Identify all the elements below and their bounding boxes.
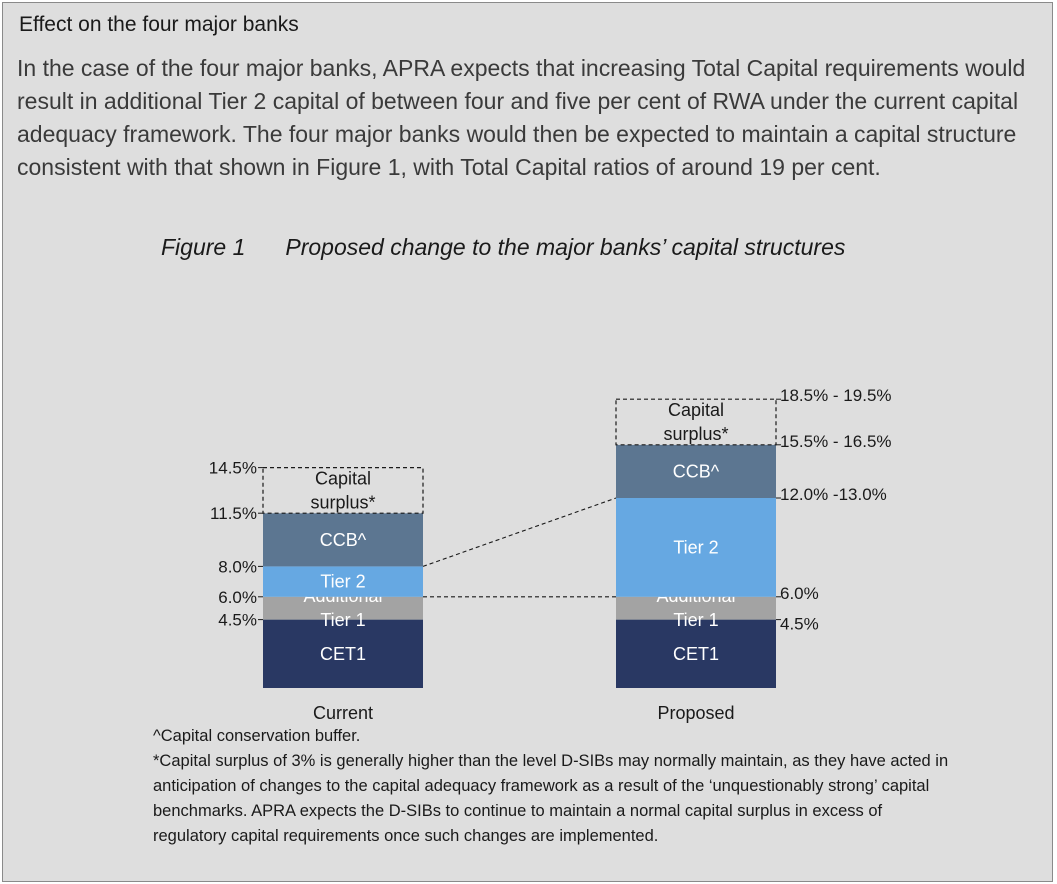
bar-proposed-additional-tier-1 [616,596,776,620]
right-tick-15-5-16-5: 15.5% - 16.5% [780,432,892,451]
left-tick-6-0: 6.0% [218,588,257,607]
bar-proposed-capital-surplus [615,398,777,446]
x-tick-proposed: Proposed [657,703,734,723]
bar-current-cet1-label: CET1 [320,644,366,664]
x-tick-current: Current [313,703,373,723]
footnote-ccb: ^Capital conservation buffer. [153,727,361,745]
section-heading: Effect on the four major banks [19,13,299,36]
footnote-surplus: *Capital surplus of 3% is generally high… [153,752,949,845]
bar-proposed-additional-tier-1-label: Tier 1 [673,610,718,630]
bar-current-additional-tier-1 [263,596,423,620]
bar-current-capital-surplus [262,467,424,514]
bar-proposed-cet1 [616,619,776,688]
bar-current-cet1 [263,619,423,688]
right-tick-12-0-13-0: 12.0% -13.0% [780,485,887,504]
bar-proposed-tier-2 [616,498,776,597]
bar-current-capital-surplus-label: surplus* [310,492,375,512]
bar-current-ccb [263,513,423,567]
section-body: In the case of the four major banks, APR… [17,55,1026,180]
bar-current-additional-tier-1-label: Tier 1 [320,610,365,630]
bar-proposed-tier-2-label: Tier 2 [673,537,718,557]
bar-current-ccb-label: CCB^ [320,530,367,550]
connector-line-1 [422,497,617,567]
bar-proposed-ccb [616,444,776,498]
bar-proposed-capital-surplus-label: Capital [668,400,724,420]
right-tick-18-5-19-5: 18.5% - 19.5% [780,386,892,405]
bar-current-capital-surplus-label: Capital [315,468,371,488]
left-tick-4-5: 4.5% [218,611,257,630]
bar-current-tier-2 [263,566,423,597]
bar-proposed-capital-surplus-label: surplus* [663,424,728,444]
left-tick-8-0: 8.0% [218,557,257,576]
figure-label: Figure 1 [161,234,246,260]
left-tick-11-5: 11.5% [210,504,257,523]
bar-proposed-cet1-label: CET1 [673,644,719,664]
bar-proposed-ccb-label: CCB^ [673,461,720,481]
right-tick-4-5: 4.5% [780,615,819,634]
left-tick-14-5: 14.5% [209,459,257,478]
right-tick-6-0: 6.0% [780,584,819,603]
figure-title: Proposed change to the major banks’ capi… [285,234,846,260]
bar-current-tier-2-label: Tier 2 [320,572,365,592]
figure-caption: Figure 1 Proposed change to the major ban… [161,234,845,261]
